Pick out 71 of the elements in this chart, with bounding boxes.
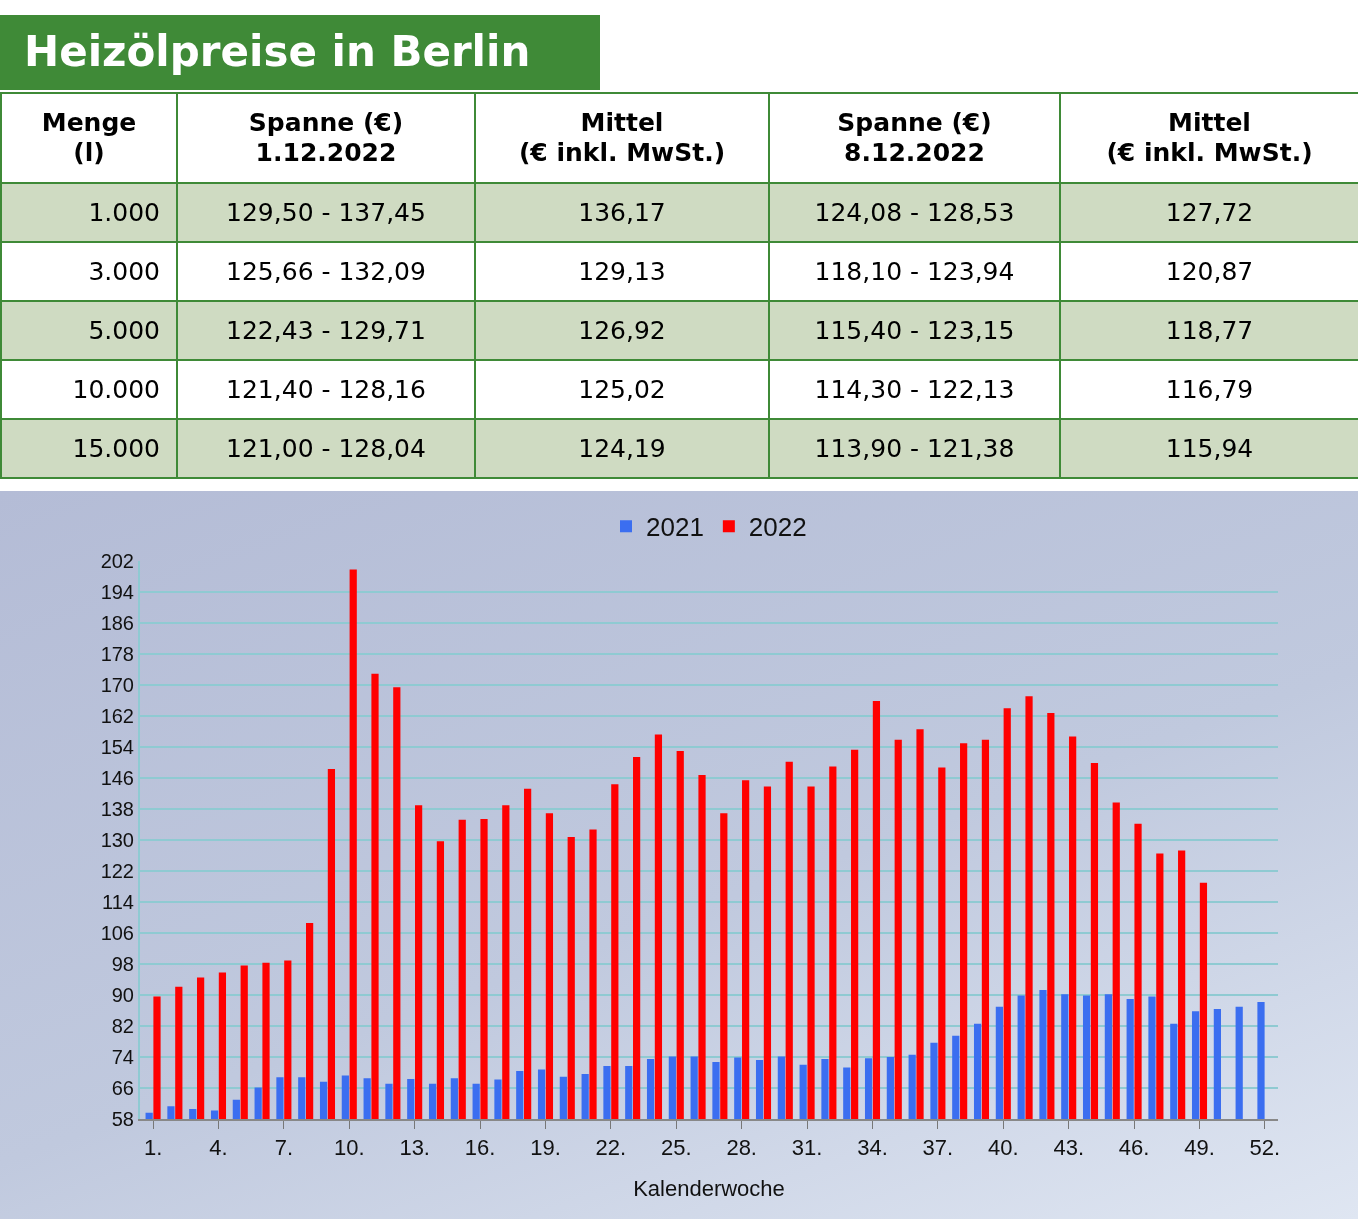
legend-label: 2021 bbox=[646, 512, 704, 543]
x-tick-label: 7. bbox=[274, 1135, 294, 1161]
x-tick-label: 1. bbox=[143, 1135, 163, 1161]
y-tick-label: 138 bbox=[100, 798, 134, 820]
text: 127,72 bbox=[1165, 198, 1254, 227]
x-tick-label: 52. bbox=[1249, 1135, 1281, 1161]
y-tick-label: 82 bbox=[111, 1015, 134, 1037]
category-label: Spanne (€) 8.12.2022 bbox=[769, 93, 1060, 183]
category-label: Spanne (€) 1.12.2022 bbox=[177, 93, 475, 183]
text: 121,00 - 128,04 bbox=[226, 434, 426, 463]
x-tick-label: 43. bbox=[1053, 1135, 1085, 1161]
text: 129,50 - 137,45 bbox=[226, 198, 426, 227]
text: 10.000 bbox=[72, 375, 160, 404]
text: Heizölpreise in Berlin bbox=[0, 15, 600, 90]
y-tick-label: 178 bbox=[100, 643, 134, 665]
text: 113,90 - 121,38 bbox=[814, 434, 1015, 463]
x-tick-label: 19. bbox=[530, 1135, 561, 1161]
category-label: Menge (l) bbox=[1, 93, 177, 183]
y-tick-label: 66 bbox=[111, 1077, 134, 1099]
y-tick-label: 170 bbox=[100, 674, 134, 696]
x-axis-title: Kalenderwoche bbox=[633, 1176, 785, 1201]
y-tick-label: 98 bbox=[111, 953, 134, 975]
x-tick-label: 31. bbox=[791, 1135, 823, 1161]
y-tick-label: 154 bbox=[100, 736, 134, 758]
y-tick-label: 90 bbox=[111, 984, 134, 1006]
x-tick-label: 10. bbox=[333, 1135, 365, 1161]
y-tick-label: 58 bbox=[111, 1108, 134, 1130]
y-tick-label: 114 bbox=[102, 891, 134, 913]
y-tick-label: 186 bbox=[100, 612, 134, 634]
x-tick-label: 22. bbox=[595, 1135, 627, 1161]
text: 124,08 - 128,53 bbox=[814, 198, 1015, 227]
y-tick-label: 194 bbox=[100, 581, 134, 603]
text: 1.000 bbox=[88, 198, 160, 227]
text: 115,94 bbox=[1165, 434, 1254, 463]
y-tick-label: 106 bbox=[100, 922, 134, 944]
text: 118,10 - 123,94 bbox=[814, 257, 1015, 286]
x-tick-label: 4. bbox=[209, 1135, 228, 1161]
x-tick-label: 25. bbox=[661, 1135, 692, 1161]
y-tick-label: 162 bbox=[100, 705, 134, 727]
x-tick-label: 49. bbox=[1184, 1135, 1215, 1161]
x-tick-label: 16. bbox=[464, 1135, 496, 1161]
text: 125,66 - 132,09 bbox=[226, 257, 426, 286]
category-label: Mittel (€ inkl. MwSt.) bbox=[475, 93, 769, 183]
category-label: Mittel (€ inkl. MwSt.) bbox=[1060, 93, 1358, 183]
x-tick-label: 28. bbox=[726, 1135, 757, 1161]
y-tick-label: 146 bbox=[100, 767, 134, 789]
x-tick-label: 13. bbox=[399, 1135, 430, 1161]
text: 125,02 bbox=[578, 375, 666, 404]
text: 118,77 bbox=[1165, 316, 1254, 345]
legend-label: 2022 bbox=[748, 512, 807, 543]
text: 3.000 bbox=[88, 257, 160, 286]
x-tick-label: 34. bbox=[857, 1135, 888, 1161]
text: 120,87 bbox=[1165, 257, 1254, 286]
x-tick-label: 37. bbox=[922, 1135, 954, 1161]
text: 122,43 - 129,71 bbox=[226, 316, 426, 345]
text: 114,30 - 122,13 bbox=[814, 375, 1015, 404]
y-tick-label: 74 bbox=[111, 1046, 134, 1068]
y-tick-label: 130 bbox=[100, 829, 134, 851]
text: 5.000 bbox=[88, 316, 160, 345]
x-tick-label: 46. bbox=[1118, 1135, 1150, 1161]
y-tick-label: 122 bbox=[100, 860, 134, 882]
text: 15.000 bbox=[72, 434, 160, 463]
text: 124,19 bbox=[578, 434, 666, 463]
y-tick-label: 202 bbox=[100, 550, 134, 572]
text: 129,13 bbox=[578, 257, 666, 286]
x-tick-label: 40. bbox=[988, 1135, 1019, 1161]
text: 126,92 bbox=[578, 316, 666, 345]
text: 116,79 bbox=[1165, 375, 1254, 404]
text: 136,17 bbox=[578, 198, 666, 227]
text: 121,40 - 128,16 bbox=[226, 375, 426, 404]
text: 115,40 - 123,15 bbox=[814, 316, 1015, 345]
